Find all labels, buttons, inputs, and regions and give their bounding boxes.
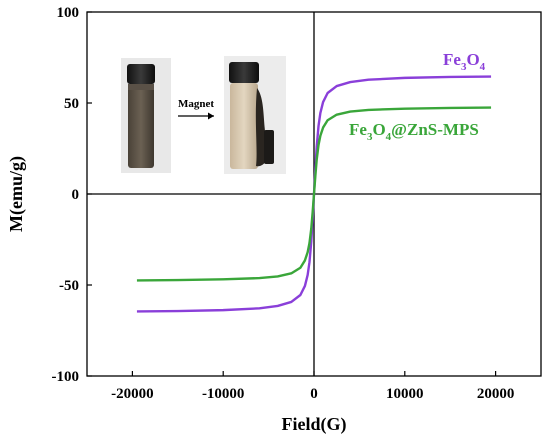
vial-dispersed-image [121, 58, 171, 173]
series-line-fe3o4_znsmps [136, 106, 492, 282]
y-tick-label: 50 [64, 96, 79, 112]
series-label-fe3o4: Fe3O4 [443, 50, 486, 73]
inset-photo: Magnet [121, 56, 286, 174]
x-tick-label: 10000 [386, 386, 424, 402]
x-tick-label: 20000 [477, 386, 515, 402]
x-axis-title: Field(G) [282, 414, 347, 435]
x-tick-label: 0 [310, 386, 318, 402]
x-tick-label: -20000 [111, 386, 154, 402]
y-tick-label: 100 [57, 5, 80, 21]
y-tick-label: -100 [52, 369, 80, 385]
vial-separated-image [224, 56, 286, 174]
tick-group: -20000 -10000 0 10000 20000 -100 -50 0 50 100 [52, 5, 515, 402]
series-group [136, 75, 492, 313]
magnet-label: Magnet [178, 98, 214, 110]
y-tick-label: 0 [72, 187, 80, 203]
y-tick-label: -50 [59, 278, 79, 294]
arrow-right-icon [178, 112, 214, 120]
series-label-fe3o4-zns-mps: Fe3O4@ZnS-MPS [349, 120, 479, 143]
y-axis-title: M(emu/g) [6, 156, 27, 232]
x-tick-label: -10000 [202, 386, 245, 402]
